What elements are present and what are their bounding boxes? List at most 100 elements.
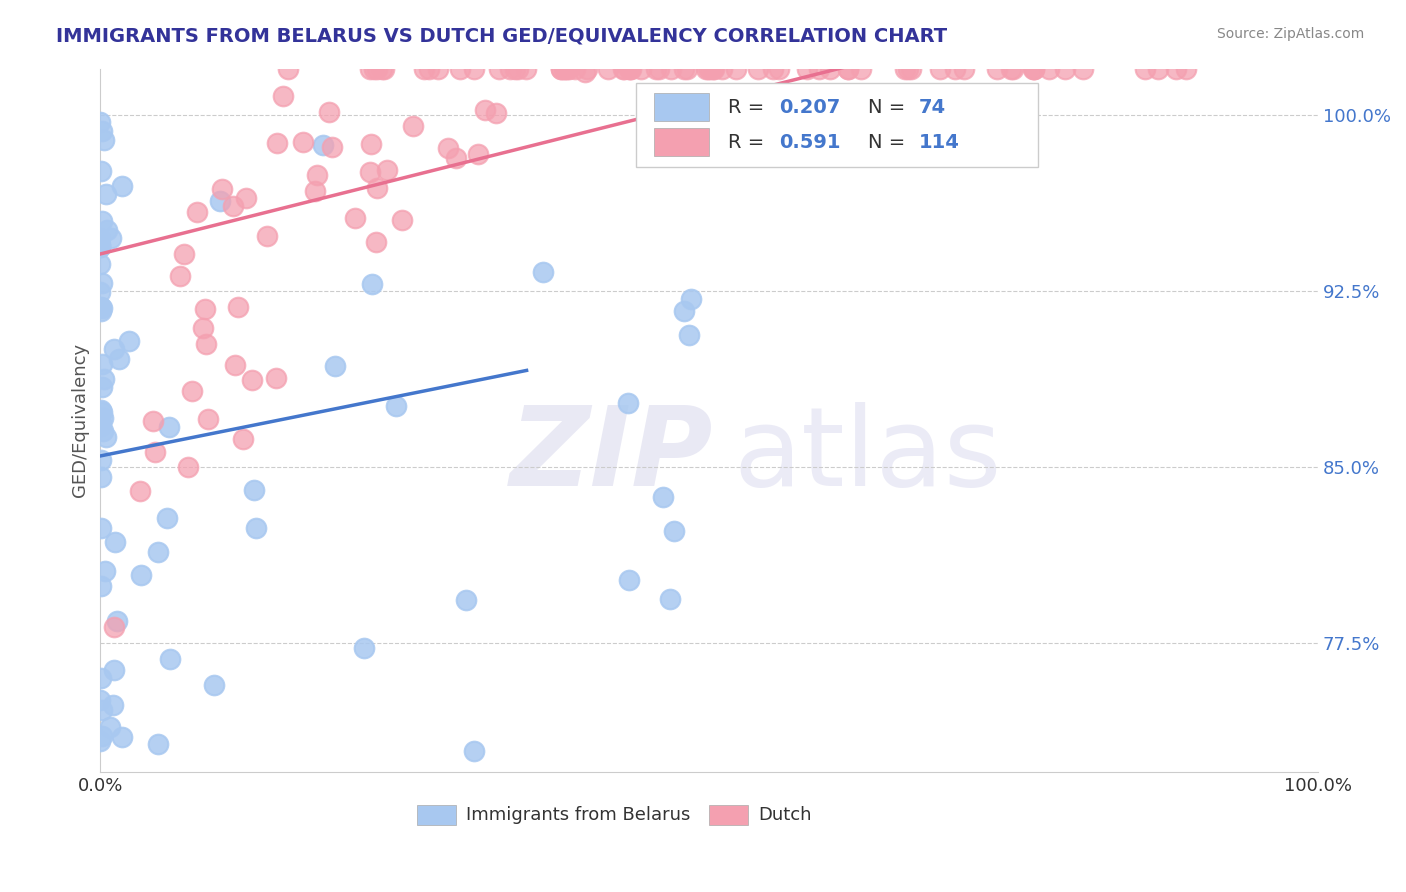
Point [900, 62, 922, 76]
Point [659, 591, 682, 606]
Point [503, 62, 526, 76]
Point [359, 165, 381, 179]
Point [180, 384, 202, 399]
Point [94, 564, 117, 578]
Point [672, 304, 695, 318]
Text: Source: ZipAtlas.com: Source: ZipAtlas.com [1216, 27, 1364, 41]
Point [818, 62, 841, 76]
Point [1000, 62, 1022, 76]
Point [616, 396, 638, 410]
Point [159, 652, 181, 666]
Point [620, 62, 643, 76]
Point [224, 358, 246, 372]
Point [89, 257, 111, 271]
Point [894, 62, 917, 76]
Text: 0.207: 0.207 [779, 98, 839, 117]
Point [613, 62, 636, 76]
Point [373, 62, 395, 76]
Point [91, 410, 114, 425]
Point [1164, 62, 1187, 76]
Point [550, 62, 572, 76]
Point [90, 419, 112, 434]
Point [630, 62, 652, 76]
Text: atlas: atlas [734, 402, 1002, 509]
Point [929, 62, 952, 76]
Point [664, 524, 686, 538]
Point [245, 521, 267, 535]
Point [321, 140, 343, 154]
Point [644, 62, 666, 76]
Point [952, 62, 974, 76]
Point [474, 103, 496, 117]
Point [98, 720, 121, 734]
Point [91, 703, 114, 717]
Point [554, 62, 576, 76]
Text: R =: R = [727, 98, 770, 117]
Point [226, 301, 249, 315]
Point [90, 671, 112, 685]
Point [359, 62, 381, 76]
Point [104, 535, 127, 549]
Point [191, 321, 214, 335]
Point [90, 417, 112, 431]
Point [702, 62, 724, 76]
Point [699, 62, 721, 76]
Point [90, 521, 112, 535]
Point [243, 483, 266, 497]
Point [157, 420, 180, 434]
Point [385, 399, 408, 413]
Point [271, 88, 294, 103]
Point [90, 124, 112, 138]
Point [89, 238, 111, 252]
Point [305, 168, 328, 182]
Point [456, 593, 478, 607]
Point [550, 62, 572, 76]
Point [437, 141, 460, 155]
Point [796, 62, 818, 76]
Point [391, 213, 413, 227]
Point [91, 301, 114, 315]
Point [143, 445, 166, 459]
Point [155, 511, 177, 525]
Point [768, 62, 790, 76]
Point [363, 62, 385, 76]
Point [553, 62, 575, 76]
Point [849, 62, 872, 76]
Point [651, 490, 673, 504]
Point [129, 484, 152, 499]
Point [943, 62, 966, 76]
Point [370, 62, 392, 76]
Point [318, 105, 340, 120]
Point [446, 151, 468, 165]
Point [343, 211, 366, 226]
Point [103, 620, 125, 634]
Point [366, 181, 388, 195]
Point [235, 191, 257, 205]
Point [360, 137, 382, 152]
Point [676, 62, 699, 76]
Point [1038, 62, 1060, 76]
FancyBboxPatch shape [636, 83, 1038, 167]
Point [617, 573, 640, 587]
Point [304, 184, 326, 198]
Point [90, 303, 112, 318]
Point [617, 62, 640, 76]
Point [240, 373, 263, 387]
Point [91, 357, 114, 371]
Point [90, 403, 112, 417]
Text: 74: 74 [918, 98, 946, 117]
Point [222, 199, 245, 213]
Point [467, 147, 489, 161]
Point [111, 730, 134, 744]
Point [186, 205, 208, 219]
Point [148, 737, 170, 751]
Text: 0.591: 0.591 [779, 133, 841, 152]
Point [169, 269, 191, 284]
Point [449, 62, 471, 76]
Point [89, 231, 111, 245]
Point [89, 115, 111, 129]
Point [211, 182, 233, 196]
FancyBboxPatch shape [654, 93, 709, 121]
FancyBboxPatch shape [654, 128, 709, 156]
Point [105, 614, 128, 628]
